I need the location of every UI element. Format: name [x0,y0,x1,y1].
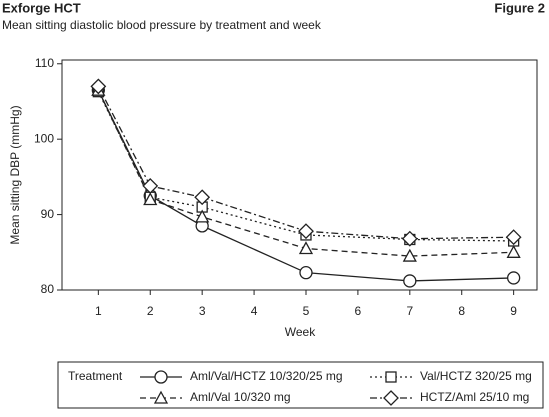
series-line [97,86,514,240]
chart-title: Exforge HCT [2,0,81,15]
marker [143,192,158,206]
y-tick-label: 90 [41,207,55,221]
legend-marker [383,390,399,406]
x-axis-label: Week [285,325,316,339]
x-tick-label: 4 [251,304,258,318]
x-tick-label: 2 [147,304,154,318]
marker [505,229,522,246]
legend-label: Val/HCTZ 320/25 mg [420,369,532,383]
marker [194,189,211,206]
legend-label: HCTZ/Aml 25/10 mg [420,390,529,404]
legend-marker [385,371,397,383]
x-tick-label: 9 [510,304,517,318]
marker [298,223,314,240]
x-tick-label: 8 [458,304,465,318]
legend-marker [154,370,168,384]
legend-marker [153,390,169,404]
x-tick-label: 7 [406,304,413,318]
marker [506,271,521,285]
marker [142,178,159,194]
figure-label: Figure 2 [494,0,545,15]
marker [403,274,417,288]
x-tick-label: 3 [199,304,206,318]
plot-frame [61,59,538,291]
y-tick-label: 110 [35,56,54,70]
marker [401,230,418,247]
marker [90,78,107,95]
x-tick-label: 5 [303,304,310,318]
marker [506,244,521,258]
y-tick-label: 80 [41,282,55,296]
chart-subtitle: Mean sitting diastolic blood pressure by… [2,18,322,32]
x-tick-label: 1 [95,304,102,318]
marker [195,209,210,223]
legend-title: Treatment [68,369,123,383]
series-line [97,89,514,282]
marker [299,266,313,280]
legend-label: Aml/Val 10/320 mg [190,390,291,404]
series-line [97,89,514,257]
y-tick-label: 100 [34,131,54,145]
y-axis-label: Mean sitting DBP (mmHg) [8,105,22,244]
x-tick-label: 6 [355,304,362,318]
marker [298,241,314,255]
marker [402,248,417,262]
series-line [97,91,514,242]
legend-label: Aml/Val/HCTZ 10/320/25 mg [190,369,343,383]
legend-box [57,361,544,409]
